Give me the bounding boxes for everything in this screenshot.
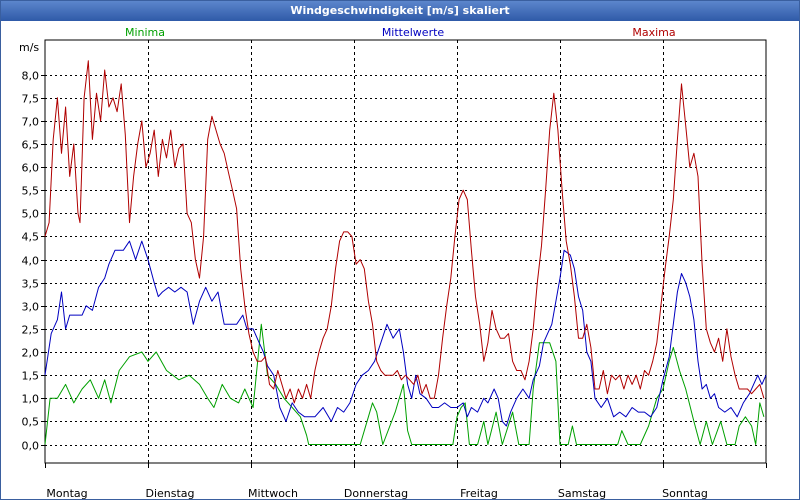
y-tick-label: 0,0 [22, 440, 40, 453]
series-layer [44, 60, 767, 445]
y-tick-label: 1,5 [22, 370, 40, 383]
x-tick-day-label: Sonntag [662, 487, 708, 499]
y-tick-label: 0,5 [22, 416, 40, 429]
y-tick-label: 3,0 [22, 301, 40, 314]
legend-maxima: Maxima [632, 26, 675, 39]
wind-speed-chart: 0,0 0,5 1,0 1,5 2,0 2,5 3,0 3,5 4,0 4,5 5,0 5,5 6,0 6… [19, 26, 767, 499]
y-tick-label: 7,5 [22, 93, 40, 106]
x-tick-day-label: Montag [46, 487, 87, 499]
axis-layer: 0,0 0,5 1,0 1,5 2,0 2,5 3,0 3,5 4,0 4,5 5,0 5,5 6,0 6… [19, 39, 767, 499]
series-line-maxima [44, 60, 765, 404]
y-axis-label: m/s [19, 41, 39, 54]
y-tick-label: 2,0 [22, 347, 40, 360]
x-tick-day-label: Mittwoch [248, 487, 298, 499]
x-tick-day-label: Dienstag [145, 487, 194, 499]
y-tick-label: 1,0 [22, 393, 40, 406]
y-tick-label: 5,0 [22, 208, 40, 221]
legend-mittelwerte: Mittelwerte [382, 26, 445, 39]
y-tick-label: 3,5 [22, 278, 40, 291]
x-tick-day-label: Samstag [558, 487, 606, 499]
x-tick-day-label: Freitag [460, 487, 498, 499]
series-line-minima [44, 323, 765, 445]
legend-minima: Minima [125, 26, 165, 39]
y-tick-label: 6,5 [22, 139, 40, 152]
x-tick-day-label: Donnerstag [344, 487, 408, 499]
y-tick-label: 4,0 [22, 255, 40, 268]
y-tick-label: 6,0 [22, 162, 40, 175]
window-title: Windgeschwindigkeit [m/s] skaliert [1, 1, 799, 21]
plot-frame [44, 39, 767, 464]
y-tick-label: 5,5 [22, 185, 40, 198]
grid-layer [45, 40, 766, 463]
y-tick-label: 8,0 [22, 70, 40, 83]
series-line-mittelwerte [44, 240, 767, 427]
y-tick-label: 7,0 [22, 116, 40, 129]
legend-layer: Minima Mittelwerte Maxima [125, 26, 676, 39]
y-tick-label: 2,5 [22, 324, 40, 337]
y-tick-label: 4,5 [22, 231, 40, 244]
